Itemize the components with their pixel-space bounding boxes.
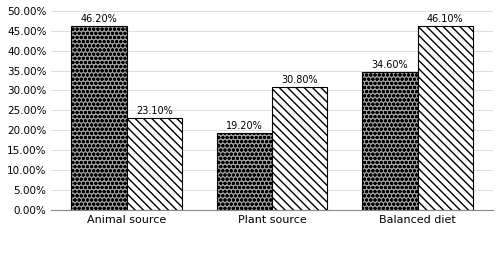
Bar bbox=[217, 133, 272, 210]
Text: 19.20%: 19.20% bbox=[226, 122, 263, 132]
Bar bbox=[72, 26, 126, 210]
Text: 46.20%: 46.20% bbox=[80, 14, 118, 24]
Bar bbox=[272, 87, 328, 210]
Bar bbox=[362, 72, 418, 210]
Text: 46.10%: 46.10% bbox=[427, 15, 464, 24]
Bar bbox=[126, 118, 182, 210]
Bar bbox=[418, 26, 473, 210]
Text: 30.80%: 30.80% bbox=[282, 75, 318, 85]
Text: 23.10%: 23.10% bbox=[136, 106, 172, 116]
Text: 34.60%: 34.60% bbox=[372, 60, 408, 70]
